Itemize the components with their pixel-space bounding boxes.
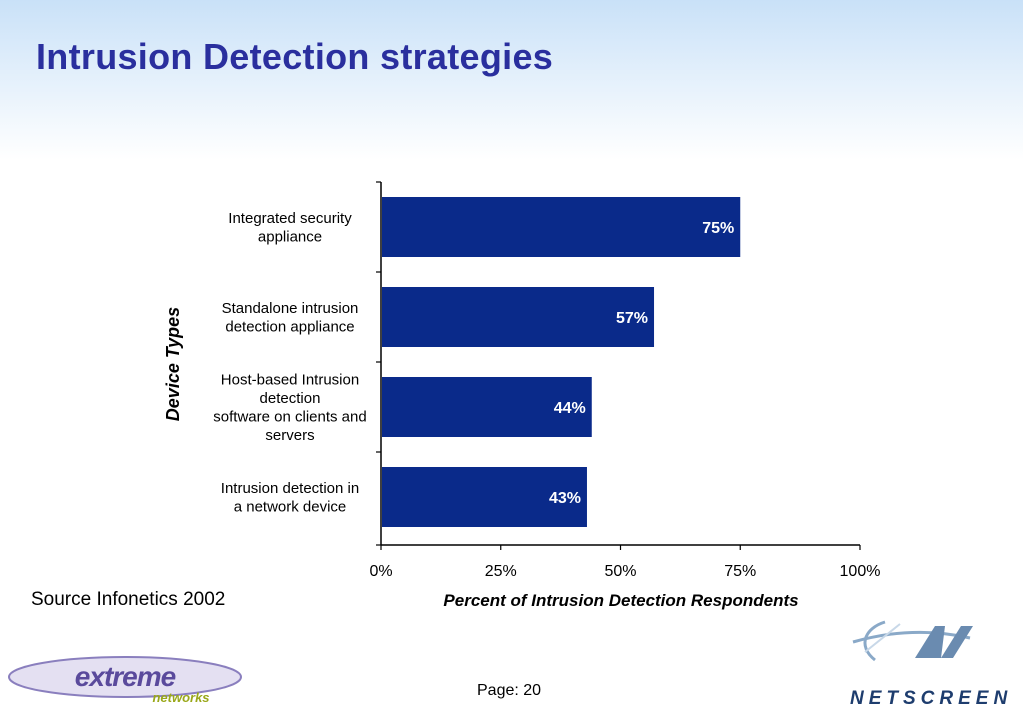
x-axis-title: Percent of Intrusion Detection Responden… [443, 591, 798, 610]
extreme-networks-logo: extreme networks [8, 656, 242, 705]
netscreen-emblem-icon [852, 620, 973, 662]
category-label: Host-based Intrusion detection software on… [213, 371, 366, 444]
bar-value-label: 44% [554, 400, 586, 417]
category-label-line: appliance [258, 228, 322, 245]
category-label: Intrusion detection in a network device [221, 480, 359, 516]
y-axis-title: Device Types [163, 307, 183, 421]
bar [382, 377, 592, 437]
category-label-line: detection [260, 390, 321, 407]
category-label-line: servers [265, 427, 314, 444]
x-tick-label: 100% [840, 563, 881, 580]
category-label: Integrated security appliance [228, 210, 352, 246]
category-label-line: Standalone intrusion [222, 300, 359, 317]
netscreen-logo: NETSCREEN [850, 620, 1012, 707]
x-tick-label: 25% [485, 563, 517, 580]
bar [382, 287, 655, 347]
bar-value-label: 43% [549, 490, 581, 507]
category-label-line: Host-based Intrusion [221, 371, 359, 388]
logo-wordmark: NETSCREEN [850, 688, 1012, 707]
category-label: Standalone intrusion detection appliance [222, 300, 359, 336]
category-label-line: detection appliance [225, 318, 354, 335]
source-note: Source Infonetics 2002 [31, 589, 226, 610]
x-tick-label: 50% [604, 563, 636, 580]
slide-title: Intrusion Detection strategies [36, 36, 554, 77]
x-tick-label: 75% [724, 563, 756, 580]
category-label-line: a network device [234, 498, 347, 515]
category-label-line: Intrusion detection in [221, 480, 359, 497]
logo-wordmark: extreme [75, 661, 176, 692]
category-label-line: software on clients and [213, 408, 366, 425]
bar-value-label: 57% [616, 310, 648, 327]
header-background [0, 0, 1023, 160]
page-number: Page: 20 [477, 682, 542, 699]
bar-value-label: 75% [702, 220, 734, 237]
bar [382, 197, 741, 257]
x-tick-label: 0% [369, 563, 392, 580]
bar [382, 467, 587, 527]
category-label-line: Integrated security [228, 210, 352, 227]
logo-subword: networks [152, 690, 209, 705]
